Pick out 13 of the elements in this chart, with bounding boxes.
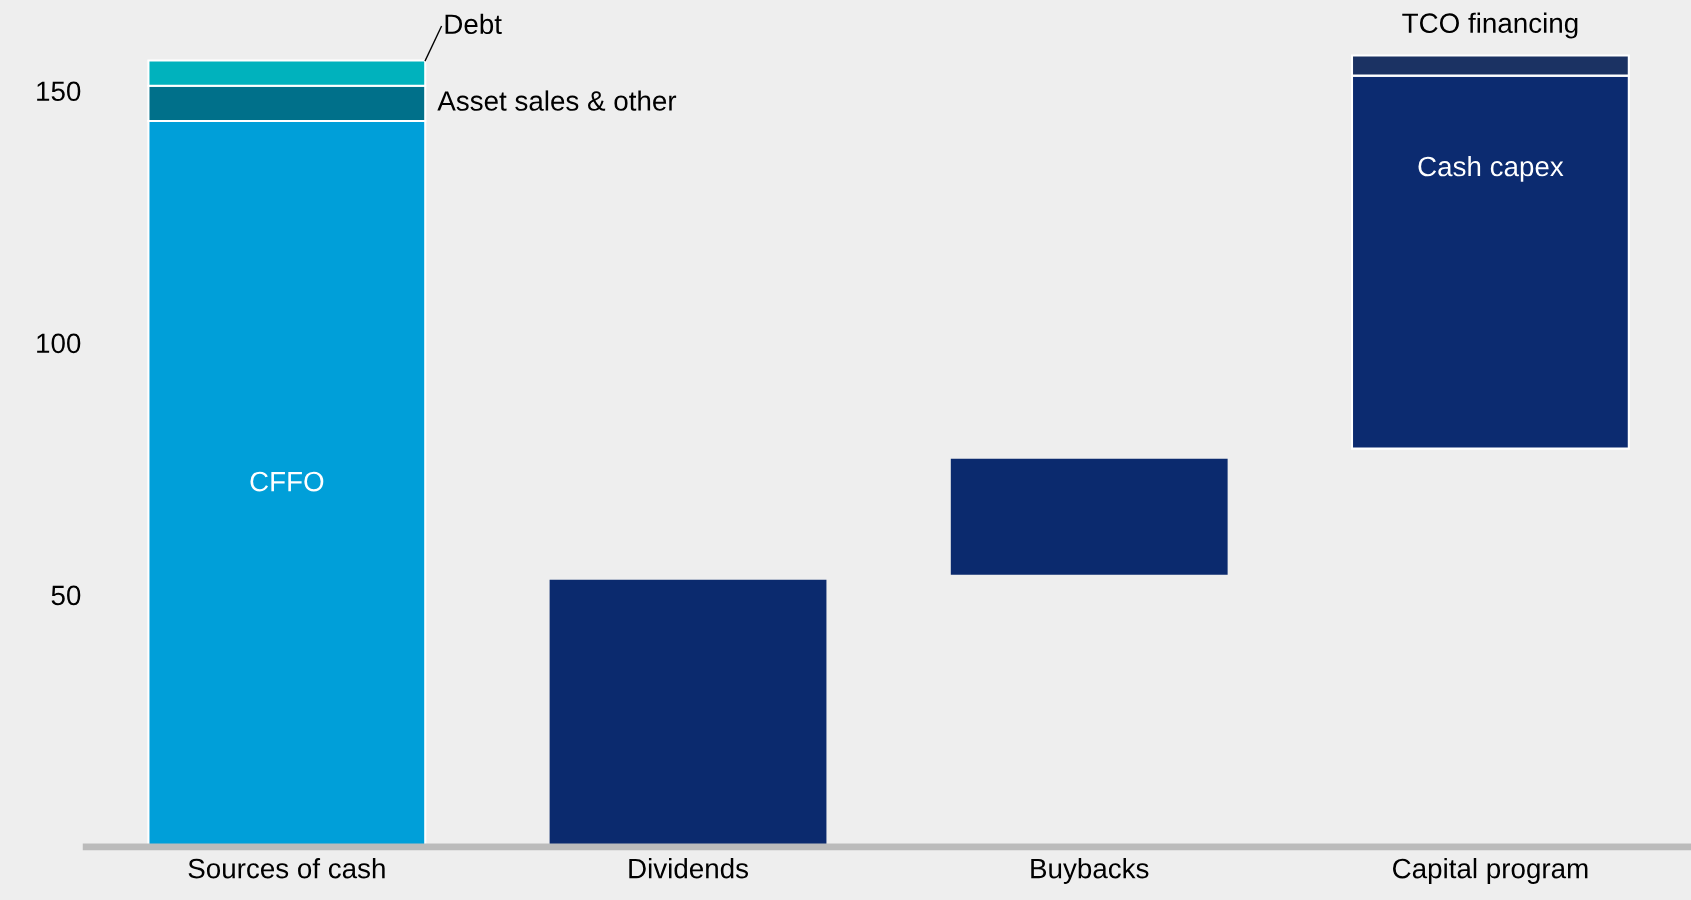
x-tick-label: Dividends [629, 858, 749, 879]
bar [950, 458, 1228, 575]
y-tick-label: 50 [51, 585, 81, 606]
x-tick-label: Buybacks [1031, 858, 1149, 884]
y-tick-label: 150 [37, 81, 81, 102]
series-label: Asset sales & other [437, 90, 677, 111]
y-tick-label: 100 [37, 333, 81, 354]
series-label: TCO financing [1402, 12, 1578, 39]
series-label: CFFO [250, 471, 324, 492]
series-label: Cash capex [1418, 155, 1564, 182]
x-tick-label: Capital program [1393, 858, 1588, 884]
x-tick-label: Sources of cash [188, 858, 385, 879]
series-label: Debt [445, 13, 502, 35]
